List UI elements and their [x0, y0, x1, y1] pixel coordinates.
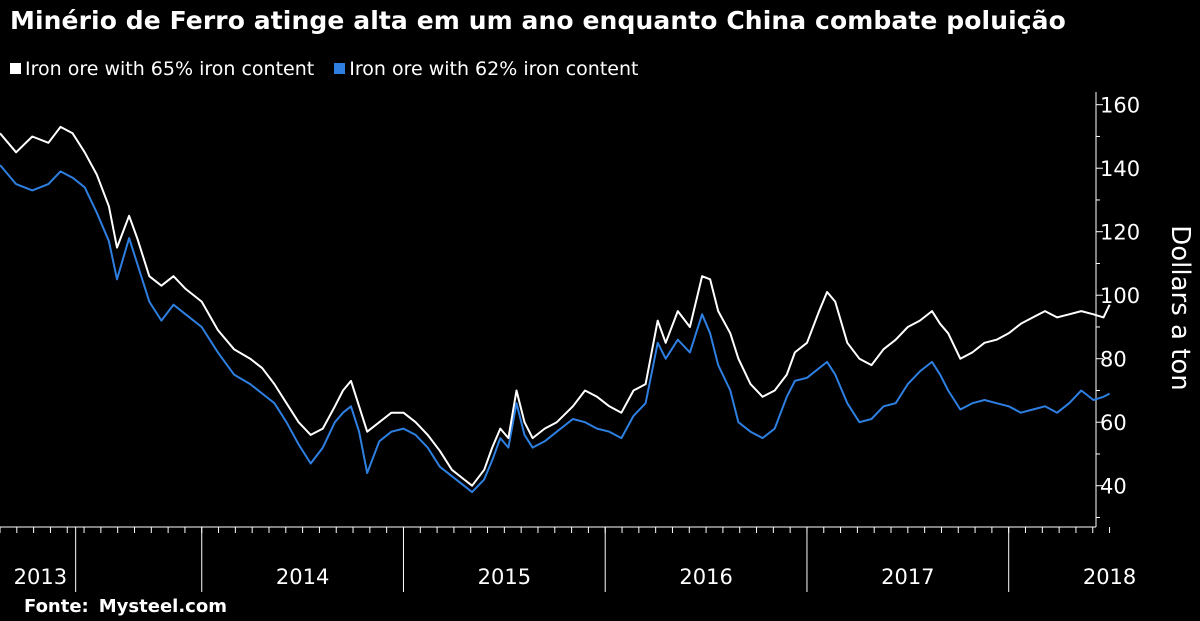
legend-swatch-62: [334, 63, 346, 74]
legend-swatch-65: [10, 63, 21, 74]
y-tick-label: 40: [1100, 475, 1127, 499]
y-tick-label: 60: [1100, 411, 1127, 435]
source-label: Fonte:: [24, 596, 89, 617]
legend-item-62: Iron ore with 62% iron content: [334, 58, 638, 80]
x-tick-label-2014: 2014: [276, 565, 329, 589]
x-tick-label-2016: 2016: [679, 565, 732, 589]
x-tick-label-2017: 2017: [881, 565, 934, 589]
y-tick-label: 120: [1100, 221, 1140, 245]
legend-label-65: Iron ore with 65% iron content: [25, 58, 315, 80]
y-tick-label: 160: [1100, 94, 1140, 118]
axes: 40 60 80 100 120 140 160 2013 2014 2015 2016 2017 20…: [0, 92, 1140, 592]
source-value: Mysteel.com: [98, 596, 227, 617]
chart-title: Minério de Ferro atinge alta em um ano e…: [10, 6, 1066, 35]
y-tick-label: 100: [1100, 284, 1140, 308]
source-note: Fonte: Mysteel.com: [24, 596, 237, 617]
series-line-65: [0, 125, 1111, 487]
series-line-62: [0, 164, 1111, 494]
y-axis-label: Dollars a ton: [1165, 225, 1195, 391]
y-tick-label: 80: [1100, 348, 1127, 372]
x-tick-label-2018: 2018: [1083, 565, 1136, 589]
x-tick-label-2013: 2013: [14, 565, 67, 589]
legend-item-65: Iron ore with 65% iron content: [10, 58, 314, 80]
y-tick-label: 140: [1100, 157, 1140, 181]
x-tick-label-2015: 2015: [478, 565, 531, 589]
series-lines: [0, 125, 1111, 494]
legend: Iron ore with 65% iron content Iron ore …: [10, 58, 652, 80]
legend-label-62: Iron ore with 62% iron content: [349, 58, 639, 80]
